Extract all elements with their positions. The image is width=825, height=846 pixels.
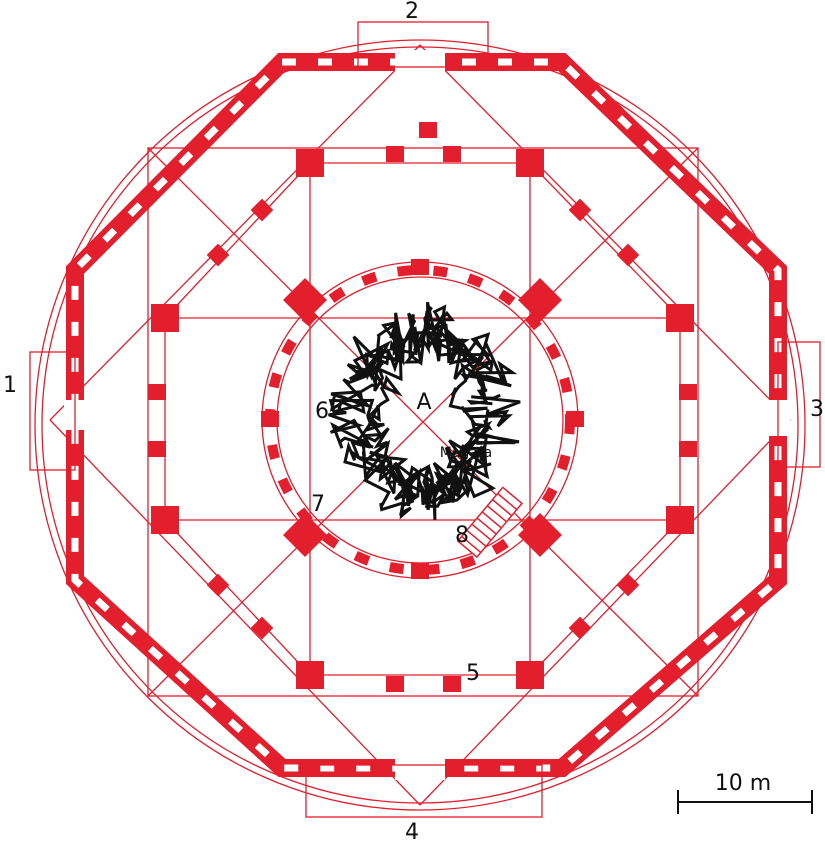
pier [386, 146, 404, 162]
label: 6 [315, 399, 329, 424]
outer-circle-inner [41, 46, 799, 804]
pier [518, 278, 562, 322]
pier [566, 411, 584, 427]
pier [568, 616, 592, 640]
porches [29, 21, 821, 818]
pier [679, 384, 697, 400]
pier [518, 513, 562, 557]
pier [151, 506, 179, 534]
pier [283, 278, 327, 322]
pier [568, 198, 592, 222]
inner-square [147, 147, 699, 697]
pier [679, 441, 697, 457]
pier [148, 384, 166, 400]
pier [206, 573, 230, 597]
label: 5 [466, 661, 480, 686]
pier [296, 661, 324, 689]
pier [516, 661, 544, 689]
pier [411, 259, 429, 275]
pier [666, 304, 694, 332]
pier [250, 616, 274, 640]
pier [419, 122, 437, 138]
pier [283, 513, 327, 557]
outer-circle [34, 39, 806, 811]
label: 3 [810, 397, 824, 422]
piers [148, 122, 697, 692]
label: 7 [311, 492, 325, 517]
pier [296, 149, 324, 177]
pier [616, 573, 640, 597]
pier [411, 563, 429, 579]
doorways [64, 50, 790, 780]
pier [666, 506, 694, 534]
scale-bar [677, 790, 813, 814]
label: Mağara [440, 445, 492, 461]
cave-outline [328, 301, 521, 520]
scale-label: 10 m [715, 771, 771, 796]
label: 8 [455, 523, 469, 548]
pier [386, 676, 404, 692]
geometry-lines [49, 44, 791, 806]
pier [443, 146, 461, 162]
pier [516, 149, 544, 177]
label: 1 [3, 373, 17, 398]
pier [261, 411, 279, 427]
pier [151, 304, 179, 332]
label: A [416, 390, 431, 415]
label: 4 [405, 820, 419, 845]
pier [443, 676, 461, 692]
stair [456, 486, 524, 559]
pier [206, 243, 230, 267]
label: 2 [405, 0, 419, 24]
pier [148, 441, 166, 457]
pier [250, 198, 274, 222]
